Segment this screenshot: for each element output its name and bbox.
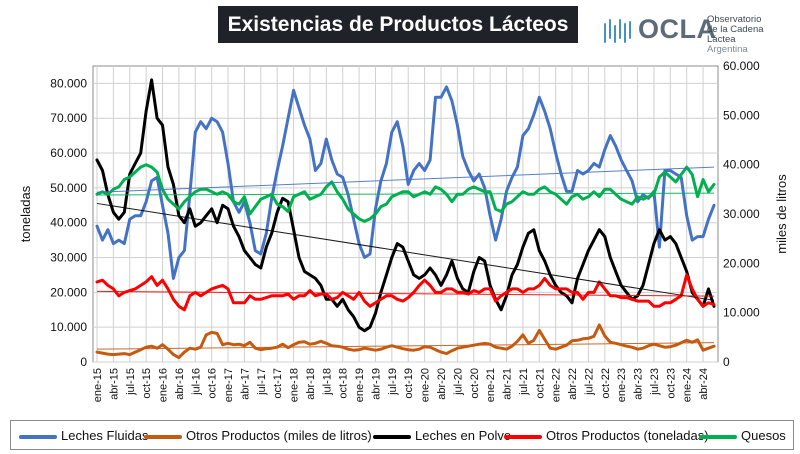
series-otros-litros-line — [95, 323, 716, 360]
x-tick-label: oct-20 — [469, 368, 481, 399]
x-tick-label: ene-15 — [92, 368, 104, 402]
x-tick-label: abr-24 — [698, 368, 710, 400]
x-tick-label: jul-20 — [452, 368, 464, 396]
y-tick-label: 60.000 — [50, 146, 87, 160]
y2-tick-label: 60.000 — [723, 59, 760, 73]
ocla-logo: OCLA Observatorio de la Cadena Láctea Ar… — [602, 12, 792, 56]
legend-item-leches-polvo: Leches en Polvo — [373, 428, 511, 443]
chart-legend: Leches Fluidas Otros Productos (miles de… — [10, 420, 794, 450]
series-otros-toneladas-line — [95, 273, 716, 312]
x-tick-label: abr-22 — [567, 368, 579, 400]
series-quesos-trendline — [96, 192, 715, 196]
y2-tick-label: 50.000 — [723, 108, 760, 122]
x-tick-label: jul-17 — [256, 368, 268, 396]
x-tick-label: ene-19 — [354, 368, 366, 402]
x-tick-label: ene-21 — [485, 368, 497, 402]
legend-item-quesos: Quesos — [699, 428, 786, 443]
series-leches-fluidas-line — [95, 85, 716, 280]
x-tick-label: abr-21 — [502, 368, 514, 400]
x-tick-label: oct-19 — [403, 368, 415, 399]
chart-title: Existencias de Productos Lácteos — [218, 6, 578, 43]
x-tick-label: ene-17 — [223, 368, 235, 402]
x-tick-label: oct-17 — [272, 368, 284, 399]
legend-item-otros-toneladas: Otros Productos (toneladas) — [504, 428, 709, 443]
y-axis-label: toneladas — [18, 185, 33, 242]
ocla-wave-icon — [604, 19, 631, 43]
legend-swatch — [373, 434, 411, 439]
series-leches-polvo-line — [95, 78, 716, 333]
y2-tick-label: 0 — [723, 355, 730, 369]
legend-label: Quesos — [741, 428, 786, 443]
legend-swatch — [144, 434, 182, 439]
x-tick-label: abr-19 — [370, 368, 382, 400]
y-tick-label: 20.000 — [50, 285, 87, 299]
x-tick-label: ene-24 — [682, 368, 694, 402]
series-otros-toneladas-trendline — [96, 290, 715, 297]
y2-tick-label: 30.000 — [723, 207, 760, 221]
legend-label: Otros Productos (miles de litros) — [186, 428, 372, 443]
x-tick-label: jul-22 — [583, 368, 595, 396]
chart-svg: 0 10.000 20.000 30.000 40.000 50.000 60.000 70.… — [18, 59, 789, 402]
x-tick-label: oct-18 — [338, 368, 350, 399]
series-otros-litros-trendline — [96, 342, 715, 350]
plot-area — [92, 65, 719, 363]
x-tick-label: abr-16 — [174, 368, 186, 400]
legend-label: Leches Fluidas — [61, 428, 149, 443]
x-tick-label: jul-18 — [321, 368, 333, 396]
y2-tick-label: 20.000 — [723, 256, 760, 270]
y-tick-label: 50.000 — [50, 181, 87, 195]
x-tick-label: jul-23 — [649, 368, 661, 396]
legend-swatch — [699, 434, 737, 439]
legend-swatch — [504, 434, 542, 439]
legend-item-otros-litros: Otros Productos (miles de litros) — [144, 428, 372, 443]
legend-label: Otros Productos (toneladas) — [546, 428, 709, 443]
x-tick-label: abr-23 — [633, 368, 645, 400]
x-tick-label: ene-18 — [289, 368, 301, 402]
legend-item-leches-fluidas: Leches Fluidas — [19, 428, 148, 443]
logo-name: OCLA — [638, 14, 717, 44]
y2-tick-label: 40.000 — [723, 158, 760, 172]
logo-line1: Observatorio — [707, 14, 762, 25]
y-tick-label: 40.000 — [50, 216, 87, 230]
x-tick-label: oct-23 — [665, 368, 677, 399]
series-leches-fluidas-trendline — [96, 166, 715, 193]
y-tick-label: 0 — [80, 355, 87, 369]
x-tick-label: ene-20 — [420, 368, 432, 402]
x-tick-label: ene-16 — [158, 368, 170, 402]
x-tick-label: jul-15 — [125, 368, 137, 396]
x-tick-label: abr-17 — [239, 368, 251, 400]
logo-line3: Argentina — [707, 44, 748, 55]
y-tick-label: 30.000 — [50, 251, 87, 265]
x-tick-label: oct-16 — [207, 368, 219, 399]
series-leches-polvo-trendline — [96, 202, 715, 301]
x-tick-label: oct-22 — [600, 368, 612, 399]
y-tick-label: 70.000 — [50, 111, 87, 125]
x-tick-label: ene-23 — [616, 368, 628, 402]
y-tick-label: 10.000 — [50, 320, 87, 334]
y2-axis-label: miles de litros — [774, 174, 789, 254]
x-tick-label: jul-16 — [190, 368, 202, 396]
y2-tick-label: 10.000 — [723, 306, 760, 320]
logo-subtitle: Observatorio de la Cadena Láctea Argenti… — [707, 15, 792, 55]
logo-line2: de la Cadena Láctea — [707, 24, 764, 45]
legend-swatch — [19, 434, 57, 439]
legend-label: Leches en Polvo — [415, 428, 512, 443]
x-tick-label: jul-21 — [518, 368, 530, 396]
x-tick-label: abr-15 — [108, 368, 120, 400]
series-quesos-line — [95, 163, 716, 223]
x-tick-label: ene-22 — [551, 368, 563, 402]
y-tick-label: 80.000 — [50, 76, 87, 90]
x-tick-label: oct-15 — [141, 368, 153, 399]
x-tick-label: abr-18 — [305, 368, 317, 400]
x-tick-label: oct-21 — [534, 368, 546, 399]
x-tick-label: jul-19 — [387, 368, 399, 396]
x-tick-label: abr-20 — [436, 368, 448, 400]
